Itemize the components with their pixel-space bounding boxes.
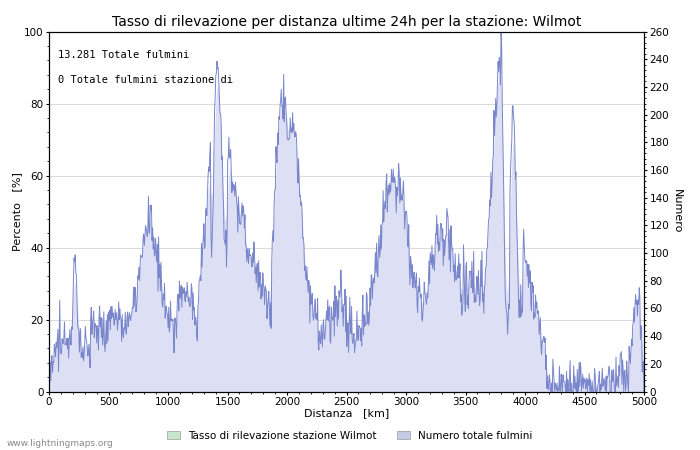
Legend: Tasso di rilevazione stazione Wilmot, Numero totale fulmini: Tasso di rilevazione stazione Wilmot, Nu… [163, 427, 537, 445]
Y-axis label: Percento   [%]: Percento [%] [13, 172, 22, 251]
Y-axis label: Numero: Numero [672, 189, 682, 234]
Text: 0 Totale fulmini stazione di: 0 Totale fulmini stazione di [58, 75, 233, 85]
Text: 13.281 Totale fulmini: 13.281 Totale fulmini [58, 50, 189, 59]
Text: www.lightningmaps.org: www.lightningmaps.org [7, 439, 113, 448]
Title: Tasso di rilevazione per distanza ultime 24h per la stazione: Wilmot: Tasso di rilevazione per distanza ultime… [112, 15, 581, 29]
X-axis label: Distanza   [km]: Distanza [km] [304, 409, 389, 419]
